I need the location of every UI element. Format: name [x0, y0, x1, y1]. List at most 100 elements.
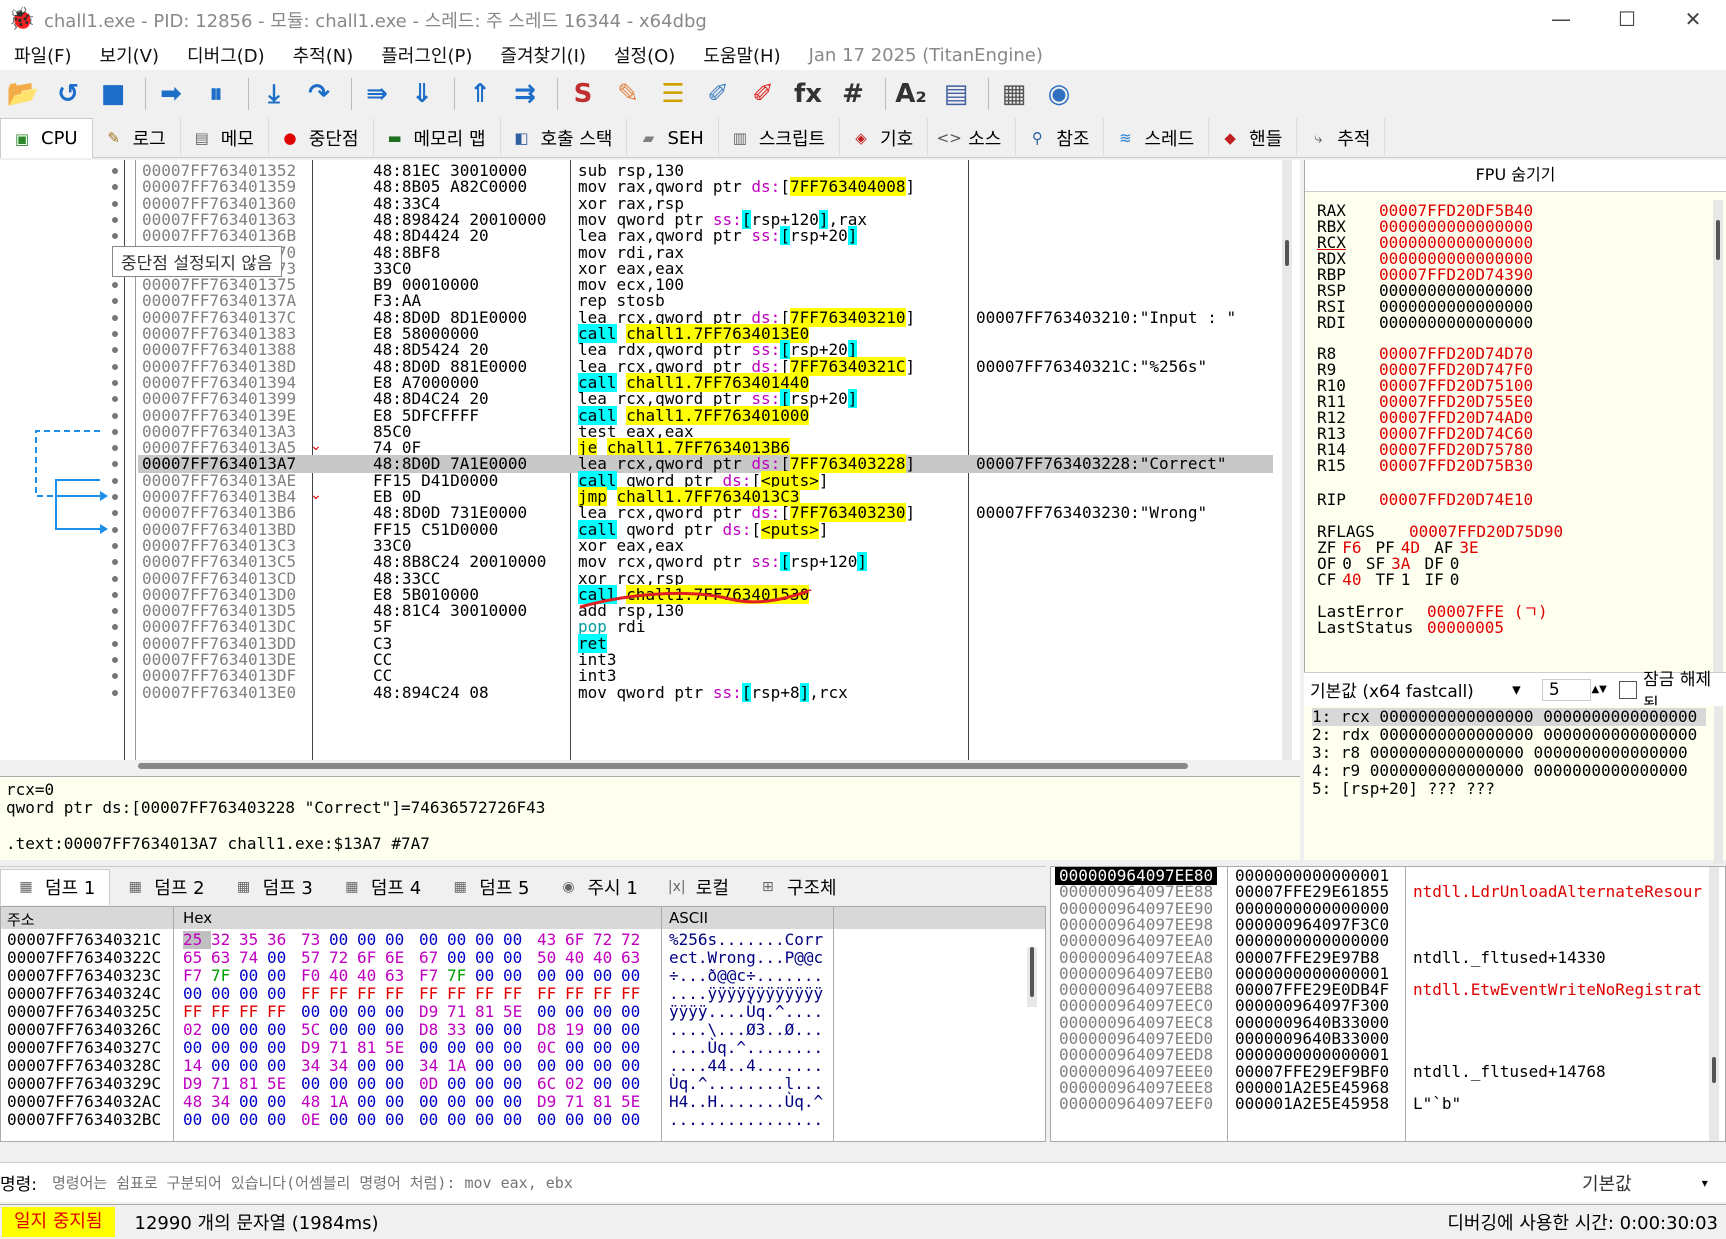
hex-byte[interactable]: 00 [385, 1110, 405, 1129]
tab-주시-1[interactable]: ◉ 주시 1 [543, 869, 651, 905]
hex-byte[interactable]: 00 [537, 1110, 557, 1129]
argument-row[interactable]: 3: r8 0000000000000000 0000000000000000 [1312, 743, 1688, 762]
register-value[interactable]: 0000000000000000 [1379, 217, 1534, 236]
register-row[interactable]: RFLAGS 00007FFD20D75D90 [1317, 524, 1563, 540]
hex-byte[interactable]: 00 [565, 1056, 585, 1075]
argument-row[interactable]: 1: rcx 0000000000000000 0000000000000000 [1312, 708, 1706, 726]
hex-byte[interactable]: D9 [419, 1002, 439, 1021]
hex-byte[interactable]: 00 [267, 1056, 287, 1075]
register-row[interactable]: R14 00007FFD20D75780 [1317, 442, 1533, 458]
hex-byte[interactable]: 6E [385, 948, 405, 967]
stack-row[interactable]: 000000964097EED0 0000009640B33000 [1051, 1030, 1725, 1048]
hex-byte[interactable]: 00 [503, 966, 523, 985]
hex-byte[interactable]: 5E [503, 1002, 523, 1021]
hex-byte[interactable]: 00 [329, 930, 349, 949]
hex-byte[interactable]: 00 [503, 1038, 523, 1057]
hex-byte[interactable]: 00 [475, 1038, 495, 1057]
register-row[interactable]: RDX 0000000000000000 [1317, 251, 1533, 267]
hex-byte[interactable]: 6F [357, 948, 377, 967]
breakpoint-dot[interactable] [112, 282, 118, 289]
hex-byte[interactable]: 00 [357, 1002, 377, 1021]
breakpoint-dot[interactable] [112, 233, 118, 240]
close-button[interactable]: ✕ [1684, 7, 1702, 31]
step-over-icon[interactable]: ↷ [308, 79, 330, 109]
disasm-row[interactable]: 00007FF763401383 E8 58000000 call chall1.7… [138, 324, 1273, 343]
register-value[interactable]: 00007FFD20D75D90 [1409, 522, 1564, 541]
hex-byte[interactable]: 72 [593, 930, 613, 949]
hex-byte[interactable]: 00 [593, 1110, 613, 1129]
hex-byte[interactable]: 00 [621, 1002, 641, 1021]
hex-byte[interactable]: 00 [239, 1092, 259, 1111]
hex-byte[interactable]: 00 [329, 1002, 349, 1021]
hex-byte[interactable]: 00 [565, 966, 585, 985]
hex-byte[interactable]: 00 [565, 1038, 585, 1057]
hex-byte[interactable]: 00 [385, 1092, 405, 1111]
hex-byte[interactable]: 81 [475, 1002, 495, 1021]
register-value[interactable]: 00007FFD20D747F0 [1379, 360, 1534, 379]
register-row[interactable]: RIP 00007FFD20D74E10 [1317, 492, 1533, 508]
disasm-row[interactable]: 00007FF7634013A5 74 0F je chall1.7FF763401… [138, 438, 1273, 458]
hex-byte[interactable]: FF [447, 984, 467, 1003]
hex-byte[interactable]: F0 [301, 966, 321, 985]
tab-notes[interactable]: ▤ 메모 [181, 118, 269, 158]
hex-byte[interactable]: 00 [475, 1074, 495, 1093]
hex-byte[interactable]: 00 [419, 1110, 439, 1129]
register-value[interactable]: 00007FFD20D755E0 [1379, 392, 1534, 411]
tab-덤프-3[interactable]: ▦ 덤프 3 [219, 869, 327, 905]
breakpoint-dot[interactable] [112, 412, 118, 419]
register-vscroll[interactable] [1713, 200, 1723, 864]
hex-byte[interactable]: 00 [211, 984, 231, 1003]
hex-byte[interactable]: FF [211, 1002, 231, 1021]
hex-byte[interactable]: 1A [447, 1056, 467, 1075]
hex-byte[interactable]: 00 [211, 1038, 231, 1057]
hex-byte[interactable]: 00 [357, 1074, 377, 1093]
hex-byte[interactable]: 00 [301, 1074, 321, 1093]
breakpoint-dot[interactable] [112, 168, 118, 174]
hex-byte[interactable]: 50 [537, 948, 557, 967]
disasm-row[interactable]: 00007FF76340139E E8 5DFCFFFF call chall1.7… [138, 405, 1273, 425]
flag-value[interactable]: 1 [1400, 570, 1411, 589]
tab-덤프-5[interactable]: ▦ 덤프 5 [435, 869, 543, 905]
breakpoint-dot[interactable] [112, 624, 118, 631]
hex-byte[interactable]: 72 [329, 948, 349, 967]
tab-script[interactable]: ▥ 스크립트 [719, 118, 841, 158]
tab-seh[interactable]: ▰ SEH [627, 118, 719, 158]
hex-byte[interactable]: 71 [329, 1038, 349, 1057]
hex-byte[interactable]: 00 [503, 1110, 523, 1129]
dump-row[interactable]: 00007FF76340324C 00 00 00 00 FF FF FF FF FF FF FF FF… [1, 984, 1045, 1003]
stack-row[interactable]: 000000964097EEA8 00007FFE29E97B8 ntdll._fl… [1051, 948, 1725, 967]
bookmarks-icon[interactable]: ✐ [752, 79, 774, 109]
hex-byte[interactable]: F7 [419, 966, 439, 985]
hex-byte[interactable]: 71 [565, 1092, 585, 1111]
hex-byte[interactable]: 00 [475, 1056, 495, 1075]
disasm-row[interactable]: 00007FF76340137A F3:AA rep stosb [138, 292, 1273, 310]
hex-byte[interactable]: 00 [357, 930, 377, 949]
hex-byte[interactable]: 5E [267, 1074, 287, 1093]
hex-byte[interactable]: D9 [183, 1074, 203, 1093]
calculator-icon[interactable]: ▦ [1001, 79, 1027, 109]
hex-byte[interactable]: 00 [419, 1038, 439, 1057]
hex-byte[interactable]: 00 [267, 1038, 287, 1057]
dump-vscroll[interactable] [1027, 947, 1037, 1007]
hex-byte[interactable]: 43 [537, 930, 557, 949]
hex-byte[interactable]: 25 [183, 931, 211, 949]
register-row[interactable]: R15 00007FFD20D75B30 [1317, 458, 1533, 474]
scylla-icon[interactable]: S [573, 79, 593, 109]
tab-cpu[interactable]: ▣ CPU [0, 118, 93, 158]
menu-item[interactable]: 보기(V) [99, 46, 160, 67]
disasm-row[interactable]: 00007FF7634013BD FF15 C51D0000 call qword … [138, 519, 1273, 539]
hex-byte[interactable]: 73 [301, 930, 321, 949]
hex-byte[interactable]: FF [565, 984, 585, 1003]
hex-byte[interactable]: 7F [211, 966, 231, 985]
hex-byte[interactable]: 00 [301, 1002, 321, 1021]
hex-byte[interactable]: 00 [183, 1110, 203, 1129]
hex-byte[interactable]: 00 [447, 930, 467, 949]
hex-byte[interactable]: 00 [329, 1110, 349, 1129]
disasm-row[interactable]: 00007FF7634013DF CC int3 [138, 667, 1273, 685]
hex-byte[interactable]: 00 [239, 1110, 259, 1129]
breakpoint-dot[interactable] [112, 314, 118, 321]
hex-byte[interactable]: 00 [385, 1020, 405, 1039]
dump-row[interactable]: 00007FF76340326C 02 00 00 00 5C 00 00 00 D8 33 00 00… [1, 1020, 1045, 1039]
hex-byte[interactable]: 57 [301, 948, 321, 967]
register-row[interactable]: RBP 00007FFD20D74390 [1317, 267, 1533, 283]
